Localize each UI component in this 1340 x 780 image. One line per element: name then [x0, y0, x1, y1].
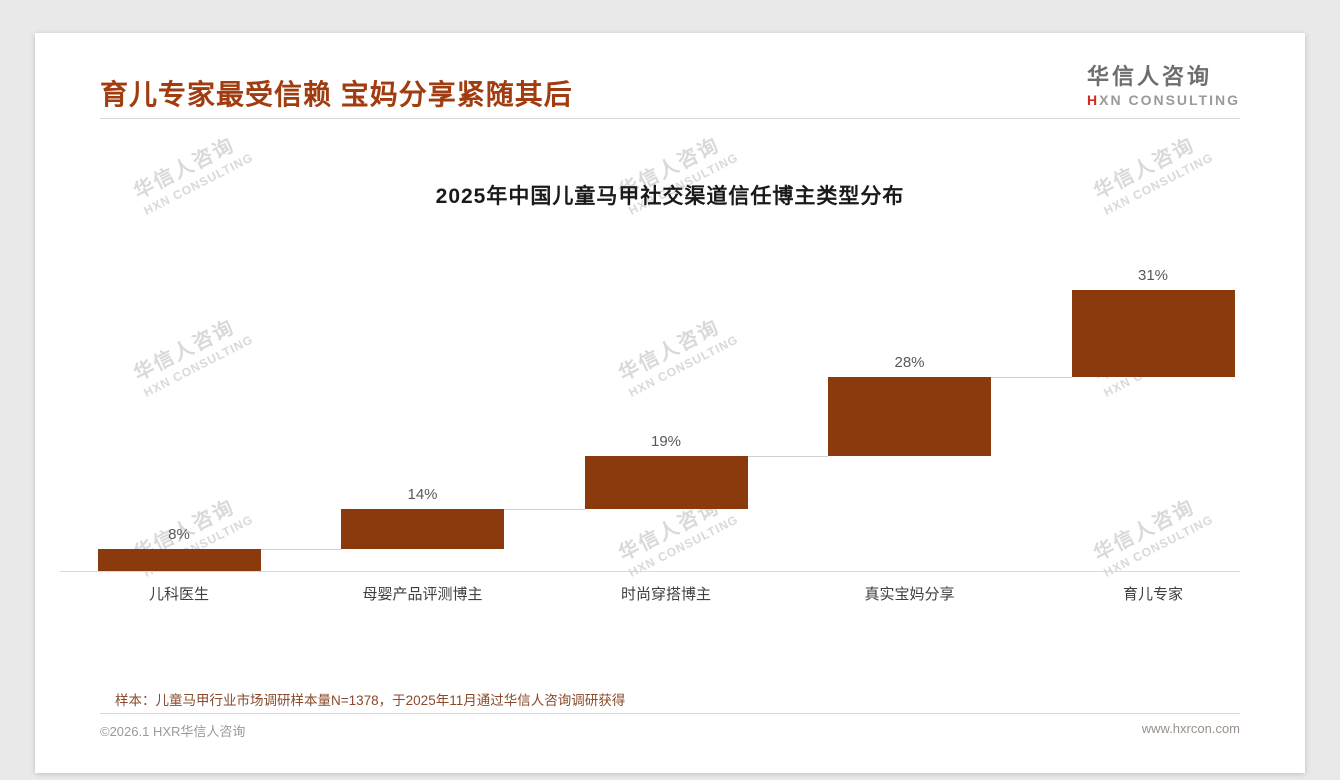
- chart-baseline: [60, 571, 1240, 572]
- bar-真实宝妈分享: [828, 377, 991, 456]
- watermark-cn: 华信人咨询: [1090, 495, 1199, 566]
- watermark-layer: 华信人咨询 HXN CONSULTING 华信人咨询 HXN CONSULTING 华信…: [35, 33, 1305, 773]
- bar-value-label: 14%: [407, 486, 438, 504]
- footer-divider: [100, 713, 1240, 714]
- bar-儿科医生: [97, 548, 261, 571]
- category-label: 儿科医生: [148, 586, 209, 603]
- watermark-cn: 华信人咨询: [615, 495, 724, 566]
- bar-时尚穿搭博主: [584, 455, 748, 510]
- bar-母婴产品评测博主: [341, 509, 504, 549]
- bar-育儿专家: [1071, 290, 1235, 378]
- waterfall-connector: [504, 509, 585, 511]
- watermark-en: HXN CONSULTING: [626, 332, 741, 400]
- bar-value-label: 31%: [1137, 267, 1169, 284]
- watermark-cn: 华信人咨询: [615, 315, 724, 386]
- brand-logo-en-text: XN CONSULTING: [1099, 92, 1240, 108]
- copyright-text: ©2026.1 HXR华信人咨询: [100, 724, 246, 739]
- watermark-cn: 华信人咨询: [130, 315, 239, 386]
- bar-value-label: 8%: [168, 525, 190, 543]
- waterfall-connector: [991, 377, 1072, 379]
- watermark: 华信人咨询 HXN CONSULTING: [615, 490, 741, 581]
- brand-logo-cn: 华信人咨询: [1087, 64, 1213, 89]
- category-label: 时尚穿搭博主: [620, 586, 711, 603]
- chart-title: 2025年中国儿童马甲社交渠道信任博主类型分布: [435, 185, 905, 208]
- watermark: 华信人咨询 HXN CONSULTING: [1090, 310, 1216, 401]
- waterfall-connector: [260, 548, 341, 550]
- bar-value-label: 19%: [650, 432, 682, 450]
- watermark: 华信人咨询 HXN CONSULTING: [130, 490, 256, 581]
- watermark-cn: 华信人咨询: [1090, 315, 1199, 386]
- category-label: 育儿专家: [1122, 586, 1183, 603]
- report-card: 华信人咨询 HXN CONSULTING 华信人咨询 HXN CONSULTING 华信…: [35, 33, 1305, 773]
- waterfall-chart: 8% 儿科医生 14% 母婴产品评测博主 19% 时尚穿搭博主 28% 真实宝妈分享 31% 育儿…: [35, 33, 1305, 773]
- watermark-en: HXN CONSULTING: [141, 332, 256, 400]
- sample-note: 样本：儿童马甲行业市场调研样本量N=1378，于2025年11月通过华信人咨询调…: [115, 693, 626, 708]
- watermark-en: HXN CONSULTING: [1101, 332, 1216, 400]
- brand-logo: 华信人咨询 HXN CONSULTING: [1087, 59, 1240, 108]
- brand-logo-en: HXN CONSULTING: [1087, 92, 1240, 108]
- brand-logo-h-mark: H: [1087, 92, 1100, 108]
- website-link[interactable]: www.hxrcon.com: [1141, 721, 1240, 736]
- footer-bar: ©2026.1 HXR华信人咨询 www.hxrcon.com: [100, 721, 1240, 740]
- watermark-en: HXN CONSULTING: [626, 512, 741, 580]
- waterfall-connector: [747, 455, 828, 457]
- watermark-en: HXN CONSULTING: [141, 512, 256, 580]
- watermark: 华信人咨询 HXN CONSULTING: [1090, 490, 1216, 581]
- watermark: 华信人咨询 HXN CONSULTING: [615, 310, 741, 401]
- watermark-en: HXN CONSULTING: [1101, 512, 1216, 580]
- page-title: 育儿专家最受信赖 宝妈分享紧随其后: [100, 79, 573, 110]
- bar-value-label: 28%: [894, 354, 925, 372]
- watermark-cn: 华信人咨询: [130, 495, 239, 566]
- category-label: 母婴产品评测博主: [362, 586, 483, 603]
- category-label: 真实宝妈分享: [864, 586, 955, 603]
- header-divider: [100, 118, 1240, 119]
- watermark: 华信人咨询 HXN CONSULTING: [130, 310, 256, 401]
